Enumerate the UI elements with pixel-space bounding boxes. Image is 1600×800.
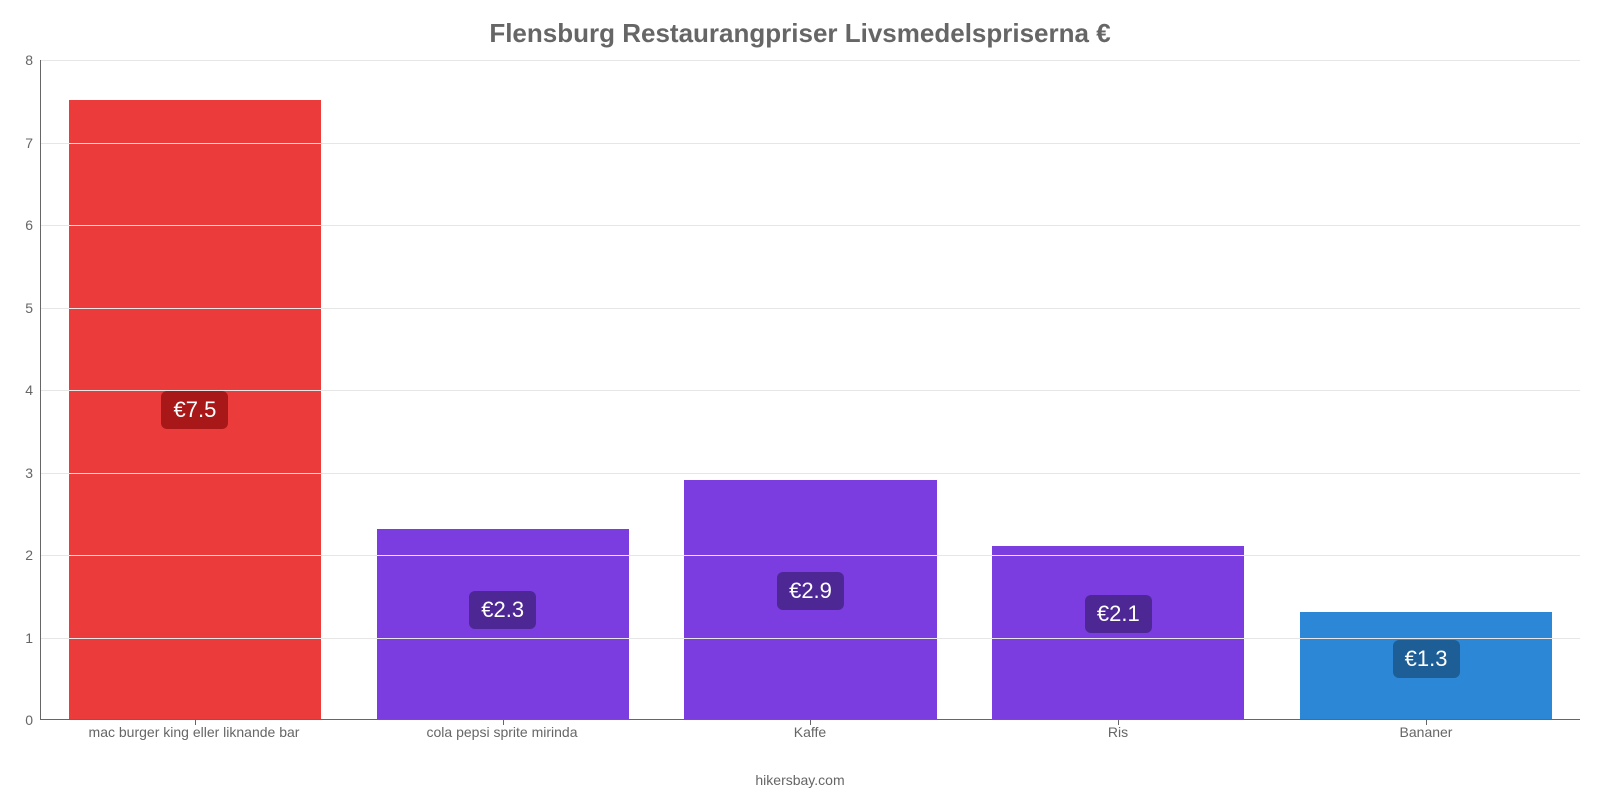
- value-badge: €2.3: [469, 591, 536, 629]
- grid-line: [41, 60, 1580, 61]
- y-tick-label: 3: [25, 465, 41, 481]
- price-bar-chart: Flensburg Restaurangpriser Livsmedelspri…: [0, 0, 1600, 800]
- value-badge: €1.3: [1393, 640, 1460, 678]
- x-axis-label: cola pepsi sprite mirinda: [348, 724, 656, 740]
- y-tick-label: 2: [25, 547, 41, 563]
- grid-line: [41, 143, 1580, 144]
- grid-line: [41, 555, 1580, 556]
- x-axis-label: mac burger king eller liknande bar: [40, 724, 348, 740]
- value-badge: €7.5: [161, 391, 228, 429]
- x-axis-label: Kaffe: [656, 724, 964, 740]
- y-tick-label: 1: [25, 630, 41, 646]
- bar: €2.3: [377, 529, 629, 719]
- y-tick-label: 6: [25, 217, 41, 233]
- grid-line: [41, 308, 1580, 309]
- x-axis-label: Bananer: [1272, 724, 1580, 740]
- bar: €1.3: [1300, 612, 1552, 719]
- grid-line: [41, 390, 1580, 391]
- value-badge: €2.9: [777, 572, 844, 610]
- y-tick-label: 8: [25, 52, 41, 68]
- grid-line: [41, 473, 1580, 474]
- bar: €2.9: [684, 480, 936, 719]
- grid-line: [41, 225, 1580, 226]
- y-tick-label: 0: [25, 712, 41, 728]
- grid-line: [41, 638, 1580, 639]
- chart-title: Flensburg Restaurangpriser Livsmedelspri…: [0, 18, 1600, 49]
- bar: €7.5: [69, 100, 321, 719]
- plot-area: €7.5€2.3€2.9€2.1€1.3 012345678: [40, 60, 1580, 720]
- chart-footer: hikersbay.com: [0, 772, 1600, 788]
- bar: €2.1: [992, 546, 1244, 719]
- x-axis-labels: mac burger king eller liknande barcola p…: [40, 724, 1580, 740]
- y-tick-label: 7: [25, 135, 41, 151]
- y-tick-label: 5: [25, 300, 41, 316]
- y-tick-label: 4: [25, 382, 41, 398]
- x-axis-label: Ris: [964, 724, 1272, 740]
- value-badge: €2.1: [1085, 595, 1152, 633]
